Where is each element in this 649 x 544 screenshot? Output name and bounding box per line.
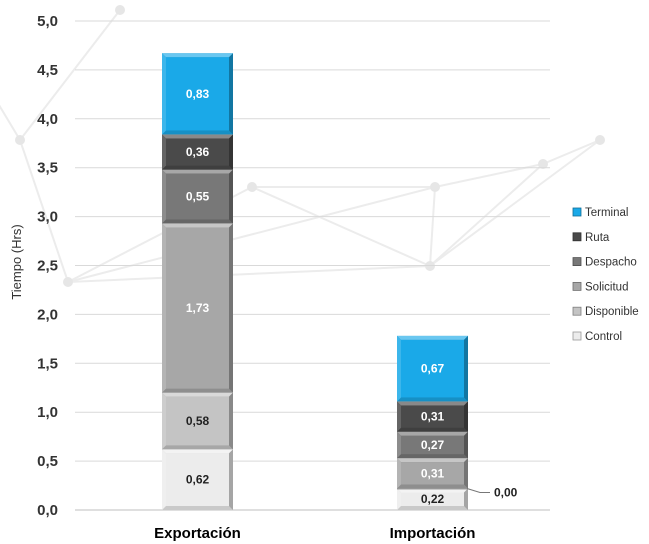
legend-item-ruta: Ruta bbox=[572, 232, 610, 244]
legend-item-disponible: Disponible bbox=[572, 306, 639, 318]
data-label: 0,22 bbox=[421, 492, 445, 506]
background-network-decoration bbox=[0, 5, 605, 287]
legend: Terminal Ruta Despacho Solicitud Disponible C… bbox=[572, 207, 639, 343]
data-label: 0,83 bbox=[186, 87, 210, 101]
bar-segment-control-0 bbox=[162, 449, 233, 510]
gridlines bbox=[75, 20, 550, 511]
data-label: 0,67 bbox=[421, 362, 445, 376]
callout-disponible bbox=[466, 488, 490, 493]
bar-segment-solicitud-1 bbox=[397, 458, 468, 489]
legend-item-solicitud: Solicitud bbox=[572, 281, 628, 293]
y-tick-label: 0,0 bbox=[37, 502, 58, 519]
legend-label: Disponible bbox=[585, 306, 639, 318]
bars bbox=[162, 53, 468, 510]
data-label: 0,36 bbox=[186, 145, 210, 159]
deco-line bbox=[67, 186, 436, 283]
bar-segment-ruta-1 bbox=[397, 401, 468, 432]
deco-node bbox=[247, 182, 257, 192]
legend-label: Despacho bbox=[585, 257, 637, 269]
category-labels: Exportación Importación bbox=[154, 525, 475, 542]
y-tick-label: 5,0 bbox=[37, 13, 58, 30]
bar-segment-terminal-0 bbox=[162, 53, 233, 135]
y-tick-label: 4,5 bbox=[37, 62, 58, 79]
deco-line bbox=[429, 186, 436, 267]
y-axis-ticks: 0,0 0,5 1,0 1,5 2,0 2,5 3,0 3,5 4,0 4,5 5,0 bbox=[37, 13, 58, 519]
y-tick-label: 2,0 bbox=[37, 306, 58, 323]
legend-swatch bbox=[572, 281, 582, 291]
legend-swatch bbox=[572, 331, 582, 341]
deco-line bbox=[19, 9, 121, 141]
y-tick-label: 1,5 bbox=[37, 355, 58, 372]
legend-item-control: Control bbox=[572, 331, 622, 343]
data-label: 0,55 bbox=[186, 190, 210, 204]
data-label: 0,27 bbox=[421, 438, 445, 452]
legend-item-despacho: Despacho bbox=[572, 257, 637, 269]
legend-swatch bbox=[572, 207, 582, 217]
legend-swatch bbox=[572, 306, 582, 316]
deco-node bbox=[115, 5, 125, 15]
category-label: Exportación bbox=[154, 525, 241, 542]
data-label: 0,31 bbox=[421, 410, 445, 424]
bar-segment-despacho-0 bbox=[162, 169, 233, 224]
bar-segment-disponible-0 bbox=[162, 392, 233, 450]
data-label: 0,62 bbox=[186, 473, 210, 487]
legend-swatch bbox=[572, 257, 582, 267]
deco-line bbox=[0, 104, 21, 141]
bar-segment-despacho-1 bbox=[397, 431, 468, 459]
bar-segment-solicitud-0 bbox=[162, 223, 233, 393]
legend-label: Ruta bbox=[585, 232, 610, 244]
data-label: 0,58 bbox=[186, 414, 210, 428]
legend-label: Terminal bbox=[585, 207, 628, 219]
y-axis-label: Tiempo (Hrs) bbox=[9, 224, 24, 299]
legend-swatch bbox=[572, 232, 582, 242]
category-label: Importación bbox=[390, 525, 476, 542]
data-label: 1,73 bbox=[186, 301, 210, 315]
data-labels: 0,62 0,58 1,73 0,55 0,36 0,83 0,22 0,00 0,31 0,27… bbox=[186, 87, 518, 506]
deco-node bbox=[538, 159, 548, 169]
y-tick-label: 1,0 bbox=[37, 404, 58, 421]
deco-node bbox=[63, 277, 73, 287]
deco-line bbox=[429, 139, 601, 267]
legend-label: Control bbox=[585, 331, 622, 343]
bar-segment-terminal-1 bbox=[397, 335, 468, 402]
deco-line bbox=[542, 139, 601, 165]
data-label: 0,31 bbox=[421, 466, 445, 480]
deco-node bbox=[430, 182, 440, 192]
y-tick-label: 4,0 bbox=[37, 111, 58, 128]
deco-node bbox=[595, 135, 605, 145]
y-tick-label: 3,0 bbox=[37, 209, 58, 226]
bar-segment-disponible-1 bbox=[397, 487, 468, 490]
y-tick-label: 3,5 bbox=[37, 160, 58, 177]
legend-item-terminal: Terminal bbox=[572, 207, 628, 219]
y-tick-label: 0,5 bbox=[37, 453, 58, 470]
y-tick-label: 2,5 bbox=[37, 258, 58, 275]
deco-line bbox=[19, 139, 69, 283]
data-label-outside: 0,00 bbox=[494, 485, 518, 499]
bar-segment-ruta-0 bbox=[162, 134, 233, 170]
deco-line bbox=[429, 163, 544, 267]
legend-label: Solicitud bbox=[585, 281, 628, 293]
deco-node bbox=[15, 135, 25, 145]
deco-line bbox=[67, 265, 431, 283]
deco-line bbox=[251, 186, 431, 267]
